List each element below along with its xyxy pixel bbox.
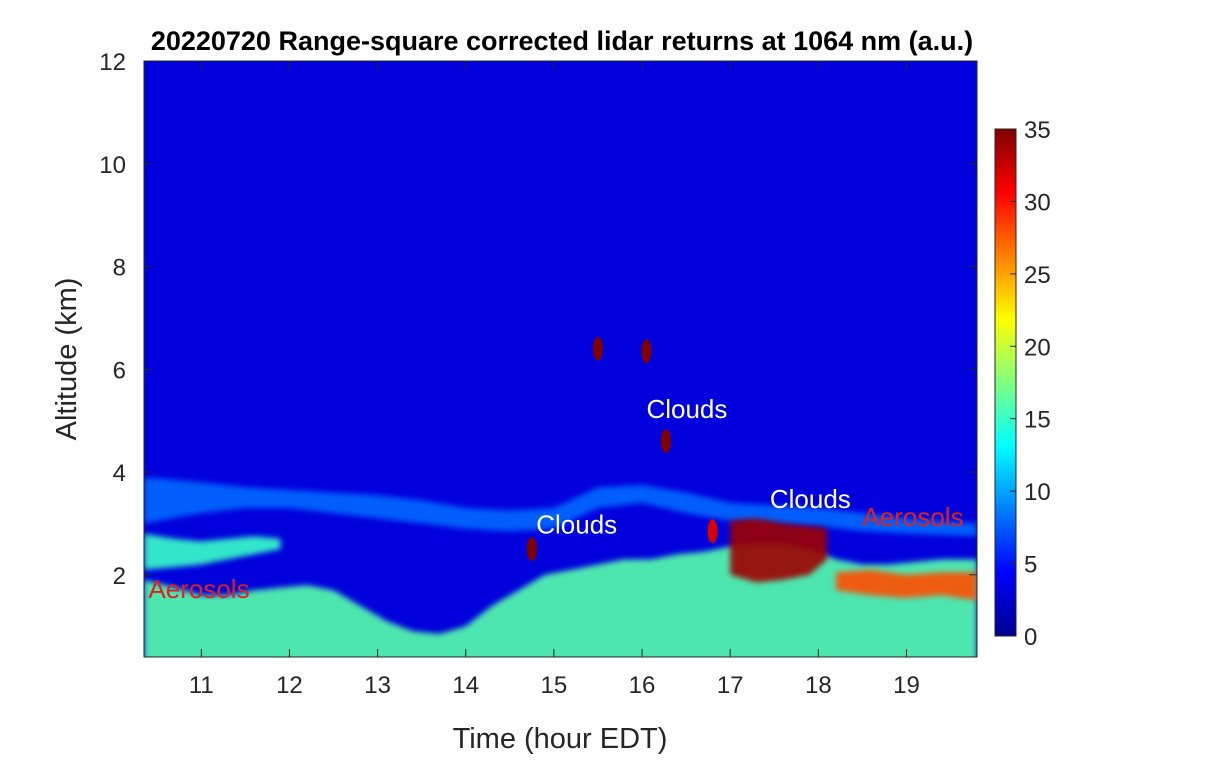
plot-frame (143, 60, 978, 658)
cloud-mark (707, 519, 718, 544)
y-tick-label: 12 (99, 49, 126, 76)
colorbar-tick-label: 15 (1024, 407, 1051, 434)
y-tick-label: 4 (113, 460, 126, 487)
annotation-label: Clouds (536, 510, 617, 540)
x-axis-label: Time (hour EDT) (453, 723, 668, 755)
annotation-label: Clouds (770, 484, 851, 514)
x-tick-label: 13 (364, 672, 391, 699)
colorbar-tick-label: 5 (1024, 552, 1037, 579)
y-tick-label: 10 (99, 152, 126, 179)
cloud-mark (526, 537, 537, 562)
y-tick-label: 2 (113, 563, 126, 590)
colorbar-tick-label: 20 (1024, 334, 1051, 361)
colorbar (994, 128, 1017, 637)
colorbar-tick-label: 0 (1024, 624, 1037, 651)
chart-title: 20220720 Range-square corrected lidar re… (151, 26, 973, 56)
x-tick-label: 19 (893, 672, 920, 699)
y-tick-label: 8 (113, 255, 126, 282)
cloud-mark (641, 339, 652, 364)
x-tick-label: 16 (629, 672, 656, 699)
y-axis-label: Altitude (km) (51, 278, 83, 441)
x-tick-label: 15 (541, 672, 568, 699)
annotation-label: Clouds (646, 394, 727, 424)
colorbar-tick-label: 25 (1024, 262, 1051, 289)
y-tick-label: 6 (113, 357, 126, 384)
x-tick-label: 18 (805, 672, 832, 699)
annotation-label: Aerosols (862, 502, 963, 532)
layer-cloud-deck-18km (730, 518, 828, 583)
x-tick-label: 17 (717, 672, 744, 699)
colorbar-tick-label: 35 (1024, 117, 1051, 144)
cloud-mark (660, 429, 671, 454)
x-tick-label: 11 (189, 672, 214, 699)
cloud-mark (592, 336, 603, 361)
x-tick-label: 12 (276, 672, 303, 699)
layer-residual-layer-low (144, 533, 281, 570)
colorbar-tick-label: 30 (1024, 189, 1051, 216)
annotation-label: Aerosols (148, 574, 249, 604)
x-tick-label: 14 (452, 672, 479, 699)
layer-aerosol-top-red (836, 569, 977, 601)
colorbar-tick-label: 10 (1024, 479, 1051, 506)
plot-background (144, 61, 977, 657)
